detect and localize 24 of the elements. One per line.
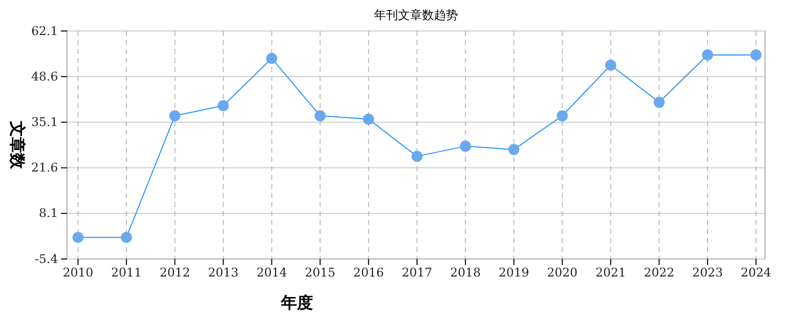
y-tick-label: 21.6 (31, 160, 58, 175)
x-tick-label: 2019 (498, 266, 530, 280)
y-tick-label: 8.1 (38, 206, 58, 220)
x-axis-title: 年度 (280, 293, 313, 312)
y-tick-label: 62.1 (31, 24, 58, 38)
x-tick-label: 2011 (111, 266, 142, 280)
x-tick-label: 2012 (160, 266, 190, 280)
y-tick-label: 35.1 (31, 115, 58, 130)
x-tick-label: 2023 (692, 266, 723, 280)
x-tick-label: 2010 (62, 266, 94, 280)
x-tick-label: 2021 (595, 266, 626, 280)
y-tick-label: -5.4 (34, 252, 58, 266)
x-tick-label: 2017 (402, 266, 432, 280)
x-tick-label: 2024 (740, 266, 772, 280)
x-tick-label: 2016 (353, 266, 384, 280)
x-tick-label: 2013 (208, 266, 239, 280)
x-tick-label: 2022 (644, 266, 674, 280)
x-tick-label: 2018 (450, 266, 481, 280)
y-axis-title: 文章数 (8, 120, 27, 170)
x-tick-label: 2014 (256, 266, 288, 280)
chart-title: 年刊文章数趋势 (374, 8, 458, 22)
x-tick-label: 2020 (547, 266, 578, 280)
y-tick-label: 48.6 (31, 69, 58, 84)
x-tick-label: 2015 (304, 266, 336, 280)
